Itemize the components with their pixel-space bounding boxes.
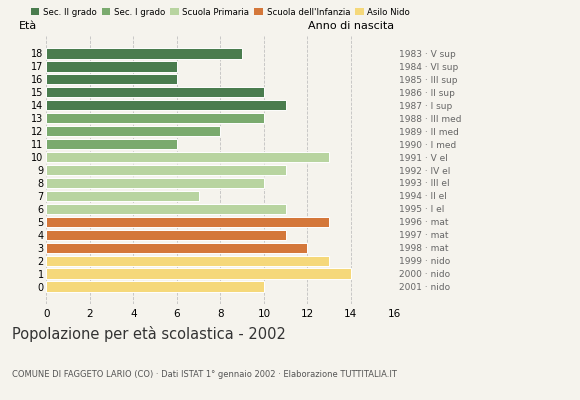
Bar (46, 87, 264, 98)
Bar (46, 61, 177, 72)
Bar (46, 256, 329, 266)
Bar (46, 282, 264, 292)
Text: Anno di nascita: Anno di nascita (309, 21, 394, 31)
Bar (46, 217, 329, 227)
Legend: Sec. II grado, Sec. I grado, Scuola Primaria, Scuola dell'Infanzia, Asilo Nido: Sec. II grado, Sec. I grado, Scuola Prim… (27, 4, 414, 20)
Bar (46, 126, 220, 136)
Bar (46, 74, 177, 84)
Text: Popolazione per età scolastica - 2002: Popolazione per età scolastica - 2002 (12, 326, 285, 342)
Bar (46, 230, 285, 240)
Bar (46, 100, 285, 110)
Bar (46, 152, 329, 162)
Bar (46, 178, 264, 188)
Bar (46, 48, 242, 58)
Bar (46, 139, 177, 149)
Bar (46, 268, 351, 279)
Bar (46, 113, 264, 123)
Bar (46, 242, 307, 253)
Bar (46, 204, 285, 214)
Bar (46, 165, 285, 175)
Bar (46, 191, 198, 201)
Text: Età: Età (19, 21, 37, 31)
Text: COMUNE DI FAGGETO LARIO (CO) · Dati ISTAT 1° gennaio 2002 · Elaborazione TUTTITA: COMUNE DI FAGGETO LARIO (CO) · Dati ISTA… (12, 370, 397, 379)
